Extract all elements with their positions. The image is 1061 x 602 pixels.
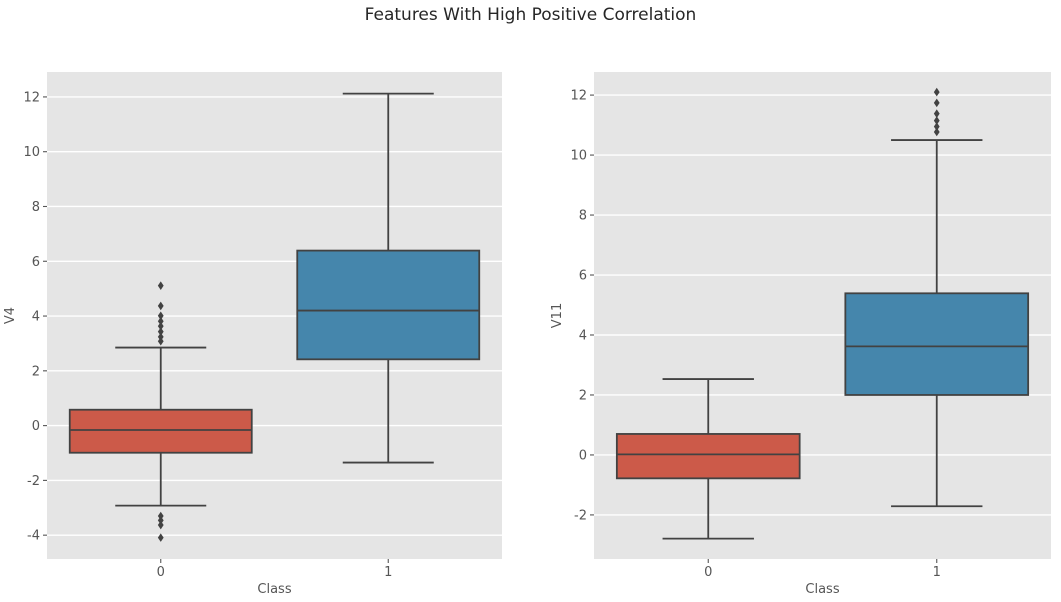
figure-title: Features With High Positive Correlation	[364, 5, 697, 25]
y-tick-label: 10	[570, 149, 587, 164]
y-tick-label: 6	[579, 269, 587, 284]
outlier-marker	[157, 520, 164, 530]
y-tick-label: 4	[32, 310, 40, 325]
outlier-marker	[157, 336, 164, 346]
y-tick-label: 0	[32, 419, 40, 434]
outlier-marker	[157, 327, 164, 336]
y-axis-label: V4	[3, 307, 18, 324]
outlier-marker	[933, 87, 940, 97]
y-axis-label: V11	[550, 303, 565, 328]
outlier-marker	[157, 533, 164, 542]
outlier-marker	[157, 332, 164, 342]
y-tick-label: 8	[32, 200, 40, 215]
x-tick-label: 1	[933, 565, 941, 580]
outlier-marker	[933, 122, 940, 131]
y-tick-label: 2	[579, 388, 587, 403]
x-tick-label: 0	[157, 565, 165, 580]
outlier-marker	[157, 321, 164, 331]
outlier-marker	[157, 311, 164, 321]
outlier-marker	[933, 127, 940, 137]
x-tick-label: 0	[704, 565, 712, 580]
outlier-marker	[933, 109, 940, 118]
outlier-marker	[157, 301, 164, 311]
y-tick-label: 6	[32, 255, 40, 270]
iqr-box	[296, 249, 481, 361]
y-tick-label: -4	[27, 529, 40, 544]
iqr-box	[844, 292, 1030, 396]
outlier-marker	[157, 511, 164, 521]
y-tick-label: -2	[27, 474, 40, 489]
outlier-marker	[157, 316, 164, 326]
outlier-marker	[157, 516, 164, 525]
y-tick-label: -2	[574, 508, 587, 523]
subplot-v11: -2 0 2 4 6 8 10 12 0 1 Class V11	[550, 72, 1051, 597]
y-tick-label: 2	[32, 364, 40, 379]
iqr-box	[615, 433, 801, 480]
outlier-marker	[933, 116, 940, 125]
outlier-marker	[933, 98, 940, 108]
y-tick-label: 12	[23, 90, 40, 105]
y-tick-label: 10	[23, 145, 40, 160]
x-axis-label: Class	[805, 582, 839, 597]
subplot-v4: -4 -2 0 2 4 6 8 10 12 0 1 Class V4	[3, 72, 502, 597]
box-class-0	[68, 281, 253, 542]
iqr-box	[68, 408, 253, 454]
box-class-1	[844, 87, 1030, 508]
y-tick-label: 8	[579, 209, 587, 224]
box-class-0	[615, 378, 801, 540]
y-tick-label: 12	[570, 89, 587, 104]
y-tick-label: 4	[579, 328, 587, 343]
y-tick-label: 0	[579, 448, 587, 463]
outlier-marker	[157, 281, 164, 290]
x-tick-label: 1	[384, 565, 392, 580]
box-class-1	[296, 92, 481, 464]
x-axis-label: Class	[257, 582, 291, 597]
